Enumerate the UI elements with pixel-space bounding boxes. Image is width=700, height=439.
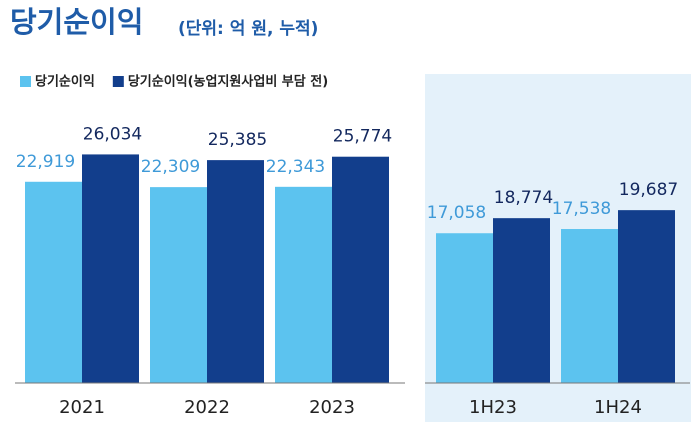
chart-subtitle: (단위: 억 원, 누적) (178, 19, 318, 39)
value-label: 19,687 (619, 180, 678, 200)
bar (275, 186, 332, 383)
bar (493, 218, 550, 383)
value-label: 17,538 (552, 199, 611, 219)
legend-swatch (20, 76, 31, 87)
value-label: 22,309 (141, 157, 200, 177)
legend-swatch (112, 76, 124, 87)
value-label: 25,774 (333, 127, 392, 147)
x-tick-label: 2021 (59, 397, 105, 418)
x-tick-label: 2023 (309, 397, 355, 418)
value-label: 18,774 (494, 188, 553, 208)
bar (618, 210, 675, 383)
x-tick-label: 1H23 (469, 397, 517, 418)
bar (332, 156, 389, 383)
bar (207, 160, 264, 383)
bar (82, 154, 139, 383)
value-label: 25,385 (208, 130, 267, 150)
value-label: 22,919 (16, 152, 75, 172)
legend-label: 당기순이익(농업지원사업비 부담 전) (128, 74, 328, 90)
x-tick-label: 2022 (184, 397, 230, 418)
bar (561, 229, 618, 383)
chart-title: 당기순이익 (10, 5, 143, 39)
value-label: 26,034 (83, 124, 142, 144)
value-label: 17,058 (427, 203, 486, 223)
x-tick-label: 1H24 (594, 397, 642, 418)
bar (436, 233, 493, 383)
value-label: 22,343 (266, 157, 325, 177)
bar (150, 187, 207, 383)
legend-label: 당기순이익 (35, 74, 95, 90)
bar (25, 181, 82, 383)
